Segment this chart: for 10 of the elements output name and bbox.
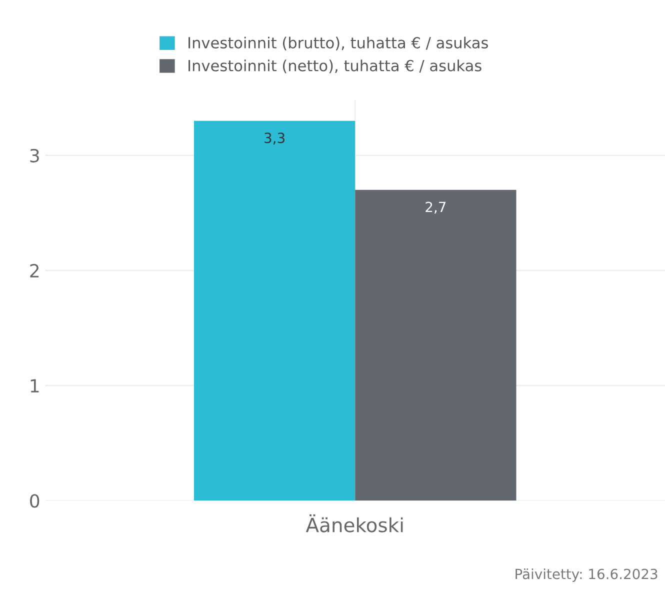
legend-label: Investoinnit (brutto), tuhatta € / asukas — [188, 36, 488, 50]
data-label: 2,7 — [426, 202, 446, 214]
y-tick-label: 3 — [30, 148, 39, 162]
y-tick-label: 1 — [30, 379, 39, 392]
legend-label: Investoinnit (netto), tuhatta € / asukas — [188, 60, 482, 74]
text: Päivitetty: 16.6.2023 — [516, 568, 658, 582]
data-label: 3,3 — [264, 132, 284, 145]
x-tick-label: Äänekoski — [306, 514, 403, 532]
y-tick-label: 0 — [30, 494, 40, 508]
y-tick-label: 2 — [30, 264, 39, 278]
